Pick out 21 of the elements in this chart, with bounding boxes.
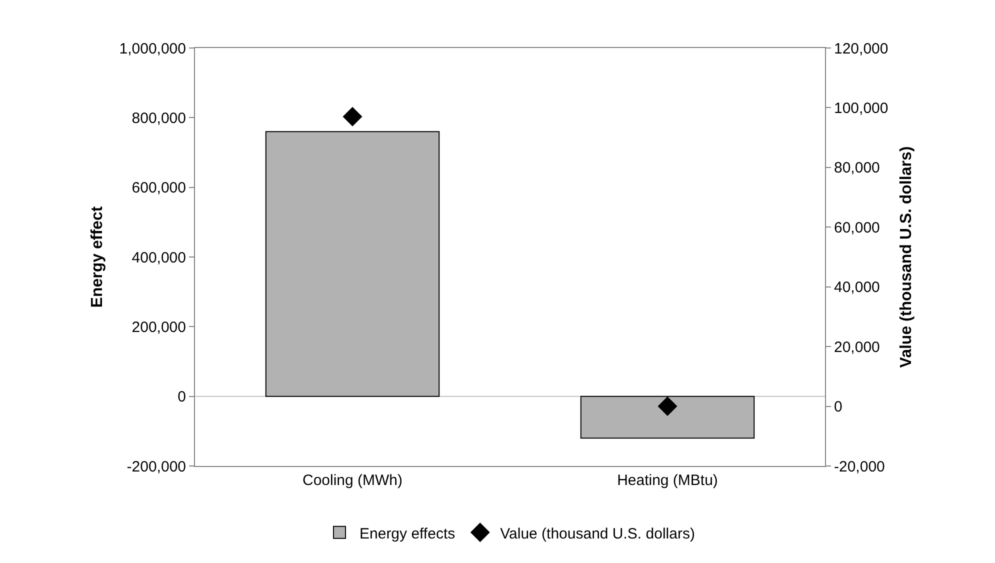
legend-label: Value (thousand U.S. dollars) xyxy=(500,525,695,542)
y-tick-label: 1,000,000 xyxy=(119,40,186,58)
y-tick-label: -200,000 xyxy=(126,458,186,476)
y-tick-label: 0 xyxy=(178,388,186,406)
y-tick-label: 800,000 xyxy=(132,110,186,127)
y2-tick-label: 20,000 xyxy=(834,338,880,356)
y2-axis-title: Value (thousand U.S. dollars) xyxy=(898,146,915,368)
y2-tick-label: 60,000 xyxy=(834,219,880,236)
y2-tick-label: 40,000 xyxy=(834,279,880,296)
y2-tick-label: 120,000 xyxy=(834,40,888,58)
legend-label: Energy effects xyxy=(360,525,456,542)
y2-tick-label: 100,000 xyxy=(834,100,888,117)
y-tick-label: 600,000 xyxy=(132,180,186,197)
x-tick-label: Heating (MBtu) xyxy=(617,472,718,489)
y2-tick-label: 0 xyxy=(834,398,842,416)
x-tick-label: Cooling (MWh) xyxy=(302,472,403,489)
y-tick-label: 400,000 xyxy=(132,249,186,266)
y2-tick-label: -20,000 xyxy=(834,458,885,476)
y2-tick-label: 80,000 xyxy=(834,160,880,177)
y-tick-label: 200,000 xyxy=(132,318,186,336)
y-axis-title: Energy effect xyxy=(89,206,106,308)
